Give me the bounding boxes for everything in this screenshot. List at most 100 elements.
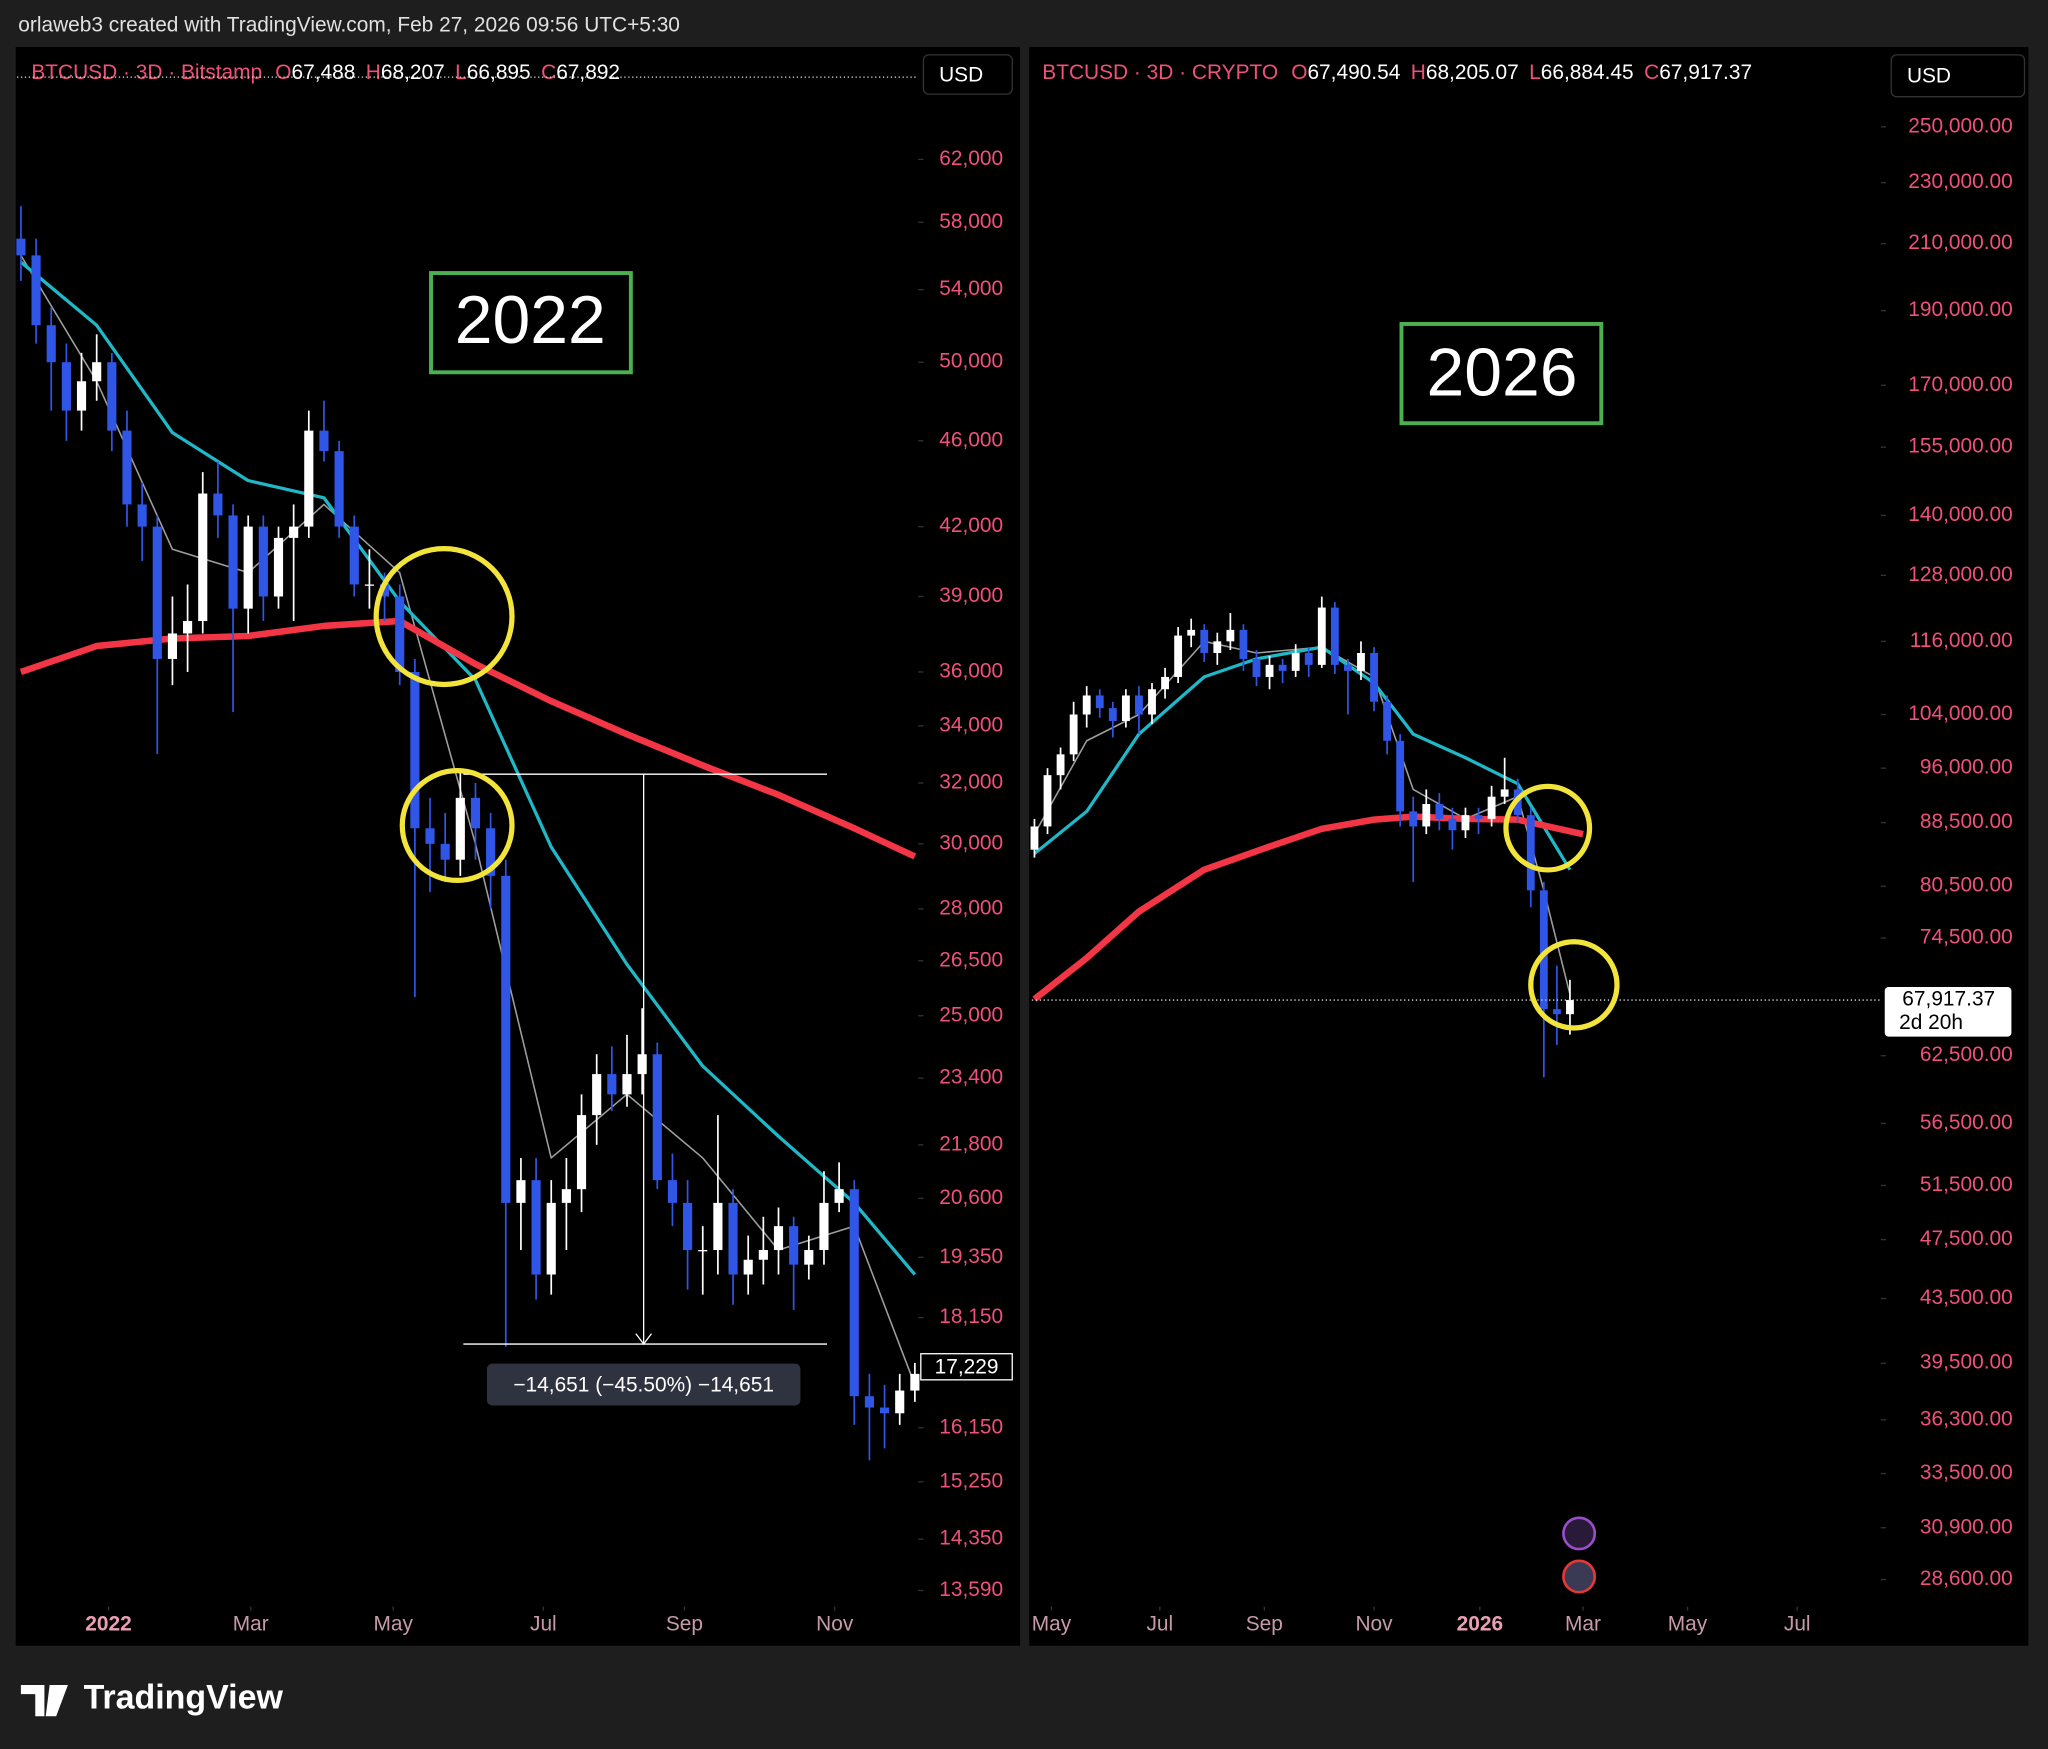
symbol-legend: BTCUSD · 3D · CRYPTO O67,490.54 H68,205.07… [1042, 61, 1752, 84]
candle-body [107, 362, 117, 431]
legend-value: 67,892 [556, 61, 620, 84]
x-tick-label: 2022 [85, 1612, 131, 1635]
year-box [429, 271, 633, 375]
legend-value: 67,917.37 [1659, 61, 1752, 84]
candle-body [349, 526, 359, 585]
candle-body [1174, 635, 1183, 677]
candle-body [1461, 815, 1470, 831]
candle-body [1539, 890, 1548, 1010]
year-box [1399, 322, 1604, 426]
y-tick-label: 58,000 [939, 210, 1003, 233]
candle-body [1187, 629, 1196, 636]
candle-body [76, 381, 87, 411]
candle-body [440, 843, 450, 860]
y-tick-label: 80,500.00 [1920, 874, 2013, 897]
candle-body [167, 633, 178, 659]
candle-body [592, 1074, 602, 1116]
x-tick-label: May [1668, 1612, 1708, 1635]
candle-body [819, 1202, 829, 1251]
y-tick-label: 39,500.00 [1920, 1351, 2013, 1374]
currency: USD [1907, 65, 1951, 88]
legend-value: 66,884.45 [1541, 61, 1634, 84]
candle-body [622, 1074, 632, 1095]
right-chart: BTCUSD · 3D · CRYPTO O67,490.54 H68,205.07… [1030, 54, 2026, 1635]
candle-body [561, 1189, 571, 1203]
candle-body [501, 875, 511, 1203]
candle-body [16, 238, 26, 256]
y-tick-label: 28,600.00 [1920, 1567, 2013, 1590]
highlight-circle [373, 546, 515, 688]
header: orlaweb3 created with TradingView.com, F… [18, 14, 680, 37]
y-tick-label: 51,500.00 [1920, 1173, 2013, 1196]
candle-body [1121, 695, 1130, 721]
candle-body [183, 620, 193, 634]
candle-body [334, 451, 344, 527]
moving-average [19, 260, 917, 1276]
candle-body [1435, 803, 1444, 819]
y-tick-label: 210,000.00 [1908, 231, 2012, 254]
candle-body [213, 493, 223, 516]
brand: TradingView [84, 1678, 284, 1716]
year-label: 2022 [455, 283, 606, 358]
candle-body [1500, 789, 1509, 797]
candle-body [1043, 775, 1052, 827]
candle-body [728, 1202, 738, 1275]
candle-body [61, 362, 71, 411]
candle-body [1265, 664, 1274, 677]
candle-body [1344, 664, 1352, 671]
candle-body [879, 1407, 890, 1414]
candle-body [486, 828, 496, 876]
candle-body [470, 797, 481, 829]
y-tick-label: 47,500.00 [1920, 1227, 2013, 1250]
candle-body [31, 255, 41, 326]
year-label: 2026 [1427, 335, 1578, 410]
y-tick-label: 20,600 [939, 1186, 1003, 1209]
y-tick-label: 88,500.00 [1920, 810, 2013, 833]
legend-key: H [366, 61, 381, 84]
candle-body [516, 1180, 526, 1203]
icon [1562, 1559, 1597, 1594]
candle-body [228, 515, 238, 609]
candle-body [152, 526, 162, 659]
candle-body [607, 1074, 617, 1095]
y-tick-label: 25,000 [939, 1003, 1003, 1026]
y-tick-label: 74,500.00 [1920, 926, 2013, 949]
y-tick-label: 34,000 [939, 713, 1003, 736]
candle-body [1108, 708, 1117, 721]
candle-body [849, 1189, 859, 1397]
measure-box [486, 1363, 801, 1406]
y-tick-label: 46,000 [939, 428, 1003, 451]
legend-key: O [275, 61, 291, 84]
y-tick-label: 128,000.00 [1908, 563, 2012, 586]
x-tick-label: May [373, 1612, 413, 1635]
candle-body [137, 504, 147, 527]
highlight-circle [1528, 939, 1620, 1031]
candle-body [834, 1189, 844, 1203]
candle-body [410, 671, 420, 829]
candle-body [455, 797, 465, 860]
y-tick-label: 16,150 [939, 1415, 1003, 1438]
y-tick-label: 36,300.00 [1920, 1407, 2013, 1430]
y-tick-label: 21,800 [939, 1132, 1003, 1155]
x-tick-label: Jul [1784, 1612, 1811, 1635]
y-tick-label: 170,000.00 [1908, 373, 2012, 396]
legend-value: 68,205.07 [1426, 61, 1519, 84]
candle-body [319, 430, 329, 452]
candle-body [289, 526, 299, 538]
candle-body [773, 1226, 784, 1251]
y-tick-label: 50,000 [939, 350, 1003, 373]
candle-body [122, 430, 132, 505]
y-tick-label: 104,000.00 [1908, 702, 2012, 725]
candle-body [1474, 815, 1483, 819]
candle-body [1148, 689, 1156, 715]
symbol: BTCUSD · 3D · CRYPTO [1042, 61, 1278, 84]
candle-body [1330, 607, 1339, 665]
candle-body [379, 584, 390, 597]
candle-body [92, 362, 102, 382]
measure-label: −14,651 (−45.50%) −14,651 [513, 1373, 774, 1396]
highlight-circle [1503, 783, 1593, 873]
candle-body [273, 537, 284, 597]
last-price-box [1884, 986, 2012, 1037]
legend-key: H [1411, 61, 1426, 84]
y-tick-label: 155,000.00 [1908, 435, 2012, 458]
